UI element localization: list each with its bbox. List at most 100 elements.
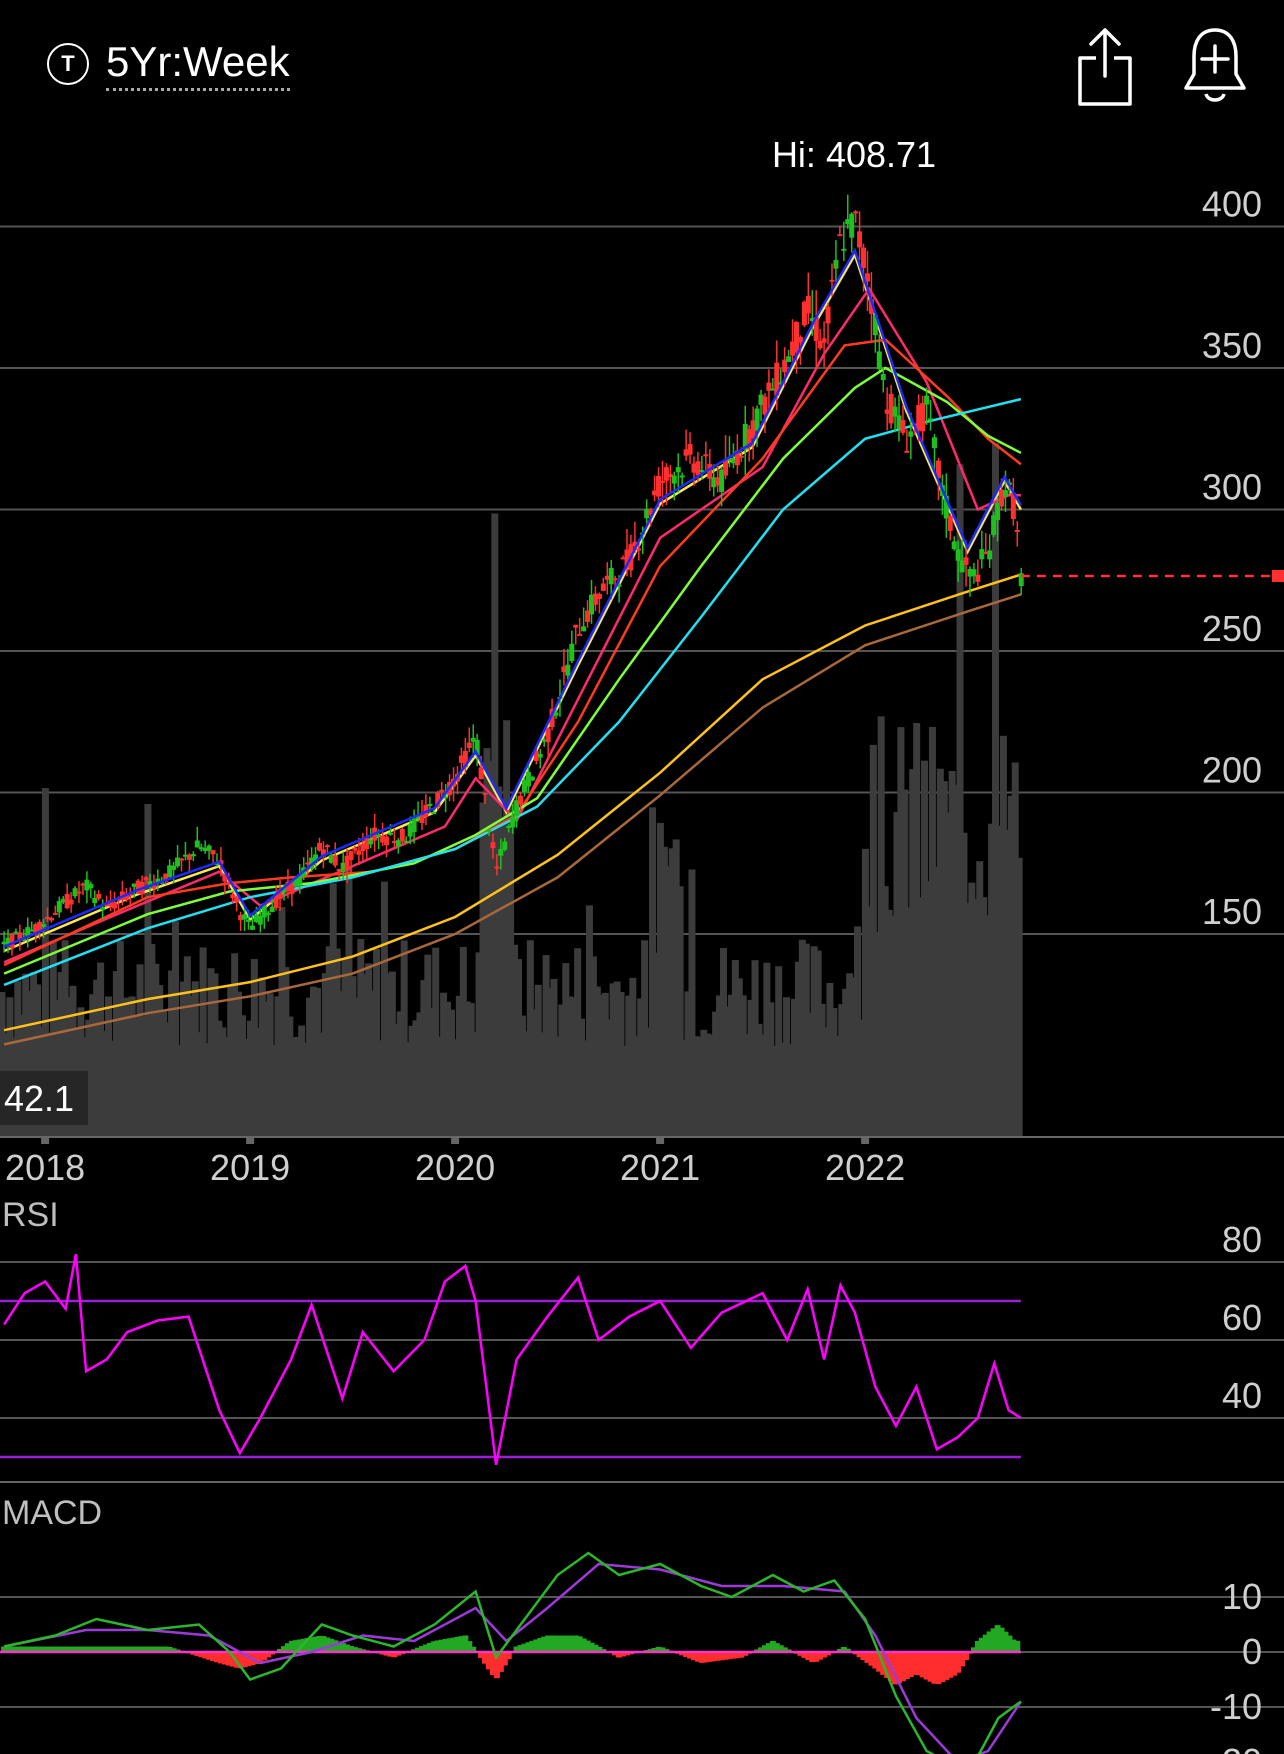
candle-body bbox=[143, 877, 149, 881]
candle-body bbox=[703, 454, 709, 457]
candle-body bbox=[853, 211, 859, 214]
candle-body bbox=[431, 812, 437, 815]
macd-histogram-bar bbox=[872, 1652, 879, 1669]
macd-histogram-bar bbox=[229, 1652, 236, 1667]
candle-body bbox=[376, 834, 382, 838]
year-tick-mark bbox=[451, 1136, 460, 1144]
volume-bar bbox=[712, 1011, 720, 1136]
volume-bar bbox=[956, 464, 964, 1136]
macd-y-tick-label: 0 bbox=[1242, 1631, 1262, 1672]
macd-histogram-bar bbox=[206, 1652, 213, 1660]
macd-histogram-bar bbox=[679, 1652, 686, 1656]
period-selector[interactable]: 5Yr:Week bbox=[106, 38, 290, 91]
volume-bar bbox=[61, 940, 69, 1136]
volume-bar bbox=[250, 959, 258, 1136]
candle-body bbox=[175, 857, 181, 867]
macd-histogram-bar bbox=[12, 1646, 19, 1652]
volume-bar bbox=[570, 997, 578, 1136]
candle-body bbox=[592, 593, 598, 605]
candle-body bbox=[876, 351, 882, 370]
macd-histogram-bar bbox=[773, 1643, 780, 1652]
candle-body bbox=[171, 865, 177, 870]
macd-histogram-bar bbox=[458, 1636, 465, 1652]
volume-bar bbox=[365, 963, 373, 1136]
volume-bar bbox=[743, 1034, 751, 1136]
candle-body bbox=[273, 894, 279, 908]
macd-histogram-bar bbox=[663, 1649, 670, 1652]
candle-body bbox=[581, 626, 587, 632]
candle-body bbox=[419, 814, 425, 823]
volume-bar bbox=[195, 1032, 203, 1136]
volume-bar bbox=[649, 807, 657, 1136]
candle-body bbox=[857, 231, 863, 248]
macd-histogram-bar bbox=[856, 1652, 863, 1658]
volume-bar bbox=[112, 971, 120, 1136]
top-bar: T 5Yr:Week bbox=[0, 0, 1284, 130]
macd-histogram-bar bbox=[647, 1649, 654, 1652]
volume-bar bbox=[652, 952, 660, 1136]
candle-body bbox=[151, 884, 157, 889]
candle-body bbox=[498, 849, 504, 856]
macd-histogram-bar bbox=[947, 1652, 954, 1678]
macd-histogram-bar bbox=[257, 1652, 264, 1663]
volume-bar bbox=[826, 982, 834, 1136]
volume-bar bbox=[53, 999, 61, 1136]
volume-bar bbox=[984, 915, 992, 1136]
candle-body bbox=[60, 898, 66, 903]
volume-bar bbox=[41, 788, 49, 1136]
candle-body bbox=[167, 865, 173, 877]
volume-bar bbox=[357, 938, 365, 1136]
share-icon[interactable] bbox=[1072, 24, 1138, 108]
volume-bar bbox=[787, 1044, 795, 1136]
macd-histogram-bar bbox=[651, 1647, 658, 1652]
macd-histogram-bar bbox=[312, 1636, 319, 1652]
macd-histogram-bar bbox=[545, 1635, 552, 1652]
macd-histogram-bar bbox=[72, 1646, 79, 1652]
volume-bar bbox=[747, 999, 755, 1136]
macd-histogram-bar bbox=[553, 1635, 560, 1652]
macd-histogram-bar bbox=[694, 1652, 701, 1662]
volume-bar bbox=[321, 973, 329, 1136]
volume-bar bbox=[779, 1042, 787, 1136]
candle-body bbox=[801, 301, 807, 326]
period-type-icon[interactable]: T bbox=[47, 43, 89, 85]
macd-histogram-bar bbox=[1014, 1641, 1021, 1652]
volume-bar bbox=[936, 768, 944, 1136]
macd-y-tick-label: -20 bbox=[1210, 1741, 1262, 1754]
candle-body bbox=[163, 873, 169, 882]
volume-bar bbox=[830, 1008, 838, 1136]
volume-bar bbox=[408, 1025, 416, 1136]
candle-body bbox=[624, 549, 630, 568]
candle-body bbox=[565, 664, 571, 676]
volume-bar bbox=[266, 993, 274, 1136]
candle-body bbox=[265, 912, 271, 916]
macd-histogram-bar bbox=[529, 1640, 536, 1652]
candle-body bbox=[738, 455, 744, 458]
candle-body bbox=[482, 792, 488, 795]
candle-body bbox=[206, 845, 212, 851]
volume-bar bbox=[270, 1045, 278, 1136]
volume-bar bbox=[306, 997, 314, 1136]
year-tick-mark bbox=[41, 1136, 50, 1144]
volume-bar bbox=[172, 921, 180, 1136]
macd-histogram-bar bbox=[568, 1635, 575, 1652]
volume-bar bbox=[995, 825, 1003, 1136]
volume-bars bbox=[0, 443, 1023, 1136]
candle-body bbox=[147, 880, 153, 887]
add-alert-bell-icon[interactable] bbox=[1180, 24, 1250, 108]
volume-bar bbox=[325, 946, 333, 1136]
macd-histogram-bar bbox=[194, 1652, 201, 1656]
volume-bar bbox=[558, 1004, 566, 1136]
candle-body bbox=[549, 708, 555, 728]
macd-histogram-bar bbox=[5, 1646, 12, 1652]
volume-bar bbox=[6, 997, 14, 1136]
macd-histogram-bar bbox=[95, 1646, 102, 1652]
volume-bar bbox=[913, 723, 921, 1136]
volume-bar bbox=[759, 1034, 767, 1136]
candle-body bbox=[920, 403, 926, 432]
macd-y-tick-label: 10 bbox=[1222, 1576, 1262, 1617]
macd-histogram-bar bbox=[537, 1638, 544, 1652]
candle-body bbox=[135, 880, 141, 894]
volume-bar bbox=[211, 973, 219, 1136]
